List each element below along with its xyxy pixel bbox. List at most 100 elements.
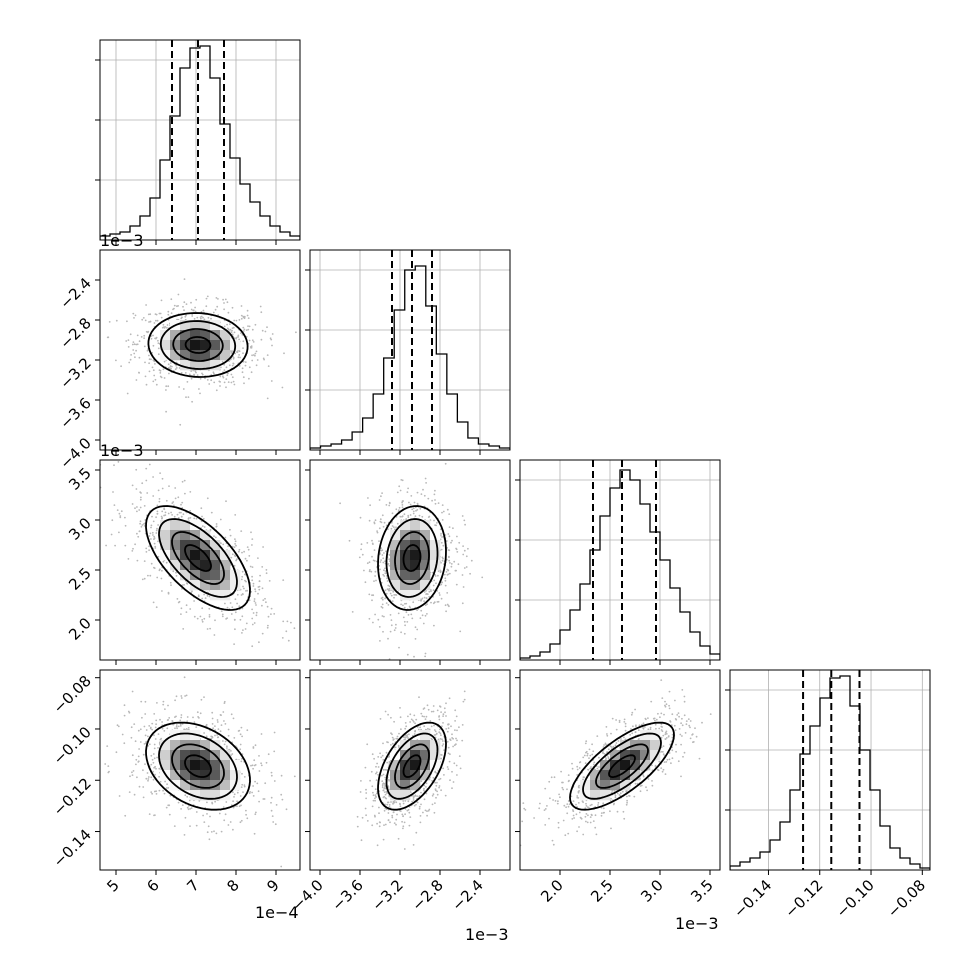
sample-point — [222, 806, 225, 808]
sample-point — [182, 513, 185, 516]
sample-point — [451, 737, 453, 739]
histogram-2 — [520, 469, 720, 660]
sample-point — [217, 314, 220, 316]
sample-point — [523, 807, 526, 810]
sample-point — [242, 326, 245, 329]
sample-point — [142, 769, 144, 772]
sample-point — [143, 345, 146, 348]
sample-point — [399, 515, 402, 518]
contour-level — [377, 721, 447, 811]
sample-point — [187, 396, 190, 398]
density-cell — [420, 770, 431, 781]
sample-point — [371, 785, 374, 788]
sample-point — [379, 640, 381, 642]
sample-point — [371, 555, 373, 558]
sample-point — [183, 309, 185, 312]
sample-point — [151, 515, 153, 518]
sample-point — [251, 764, 254, 767]
sample-point — [267, 624, 269, 627]
sample-point — [182, 388, 185, 390]
sample-point — [205, 735, 208, 738]
sample-point — [250, 531, 252, 534]
sample-point — [107, 765, 110, 767]
sample-point — [153, 814, 155, 817]
sample-point — [240, 594, 243, 596]
sample-point — [463, 549, 466, 552]
sample-point — [380, 495, 382, 498]
density-cell — [180, 330, 191, 341]
sample-point — [199, 615, 202, 618]
sample-point — [360, 548, 362, 551]
sample-point — [405, 611, 408, 614]
sample-point — [195, 811, 198, 813]
density-cell — [210, 570, 221, 581]
sample-point — [372, 799, 375, 802]
sample-point — [215, 523, 218, 525]
density-cell — [210, 330, 221, 341]
sample-point — [137, 729, 140, 732]
sample-point — [360, 780, 362, 782]
density-cell — [210, 360, 221, 371]
sample-point — [114, 544, 116, 547]
sample-point — [244, 361, 247, 363]
sample-point — [148, 354, 150, 357]
sample-point — [365, 814, 367, 817]
sample-point — [458, 541, 461, 544]
sample-point — [413, 501, 416, 504]
sample-point — [232, 800, 235, 803]
sample-point — [442, 544, 445, 547]
sample-point — [255, 614, 258, 617]
sample-point — [385, 504, 388, 506]
sample-point — [376, 822, 378, 825]
sample-point — [150, 754, 153, 757]
sample-point — [428, 595, 431, 598]
density-cell — [420, 540, 431, 551]
sample-point — [450, 541, 452, 544]
sample-point — [193, 600, 196, 602]
sample-point — [171, 514, 174, 516]
sample-point — [428, 590, 431, 593]
sample-point — [243, 587, 245, 590]
sample-point — [104, 763, 107, 765]
sample-point — [368, 570, 371, 573]
sample-point — [250, 371, 253, 374]
sample-point — [142, 753, 145, 756]
sample-point — [141, 524, 144, 526]
sample-point — [446, 730, 449, 733]
density-cell — [420, 580, 431, 591]
sample-point — [253, 598, 256, 600]
panel-frame — [99, 39, 301, 241]
sample-point — [356, 815, 359, 818]
sample-point — [420, 780, 423, 783]
sample-point — [423, 798, 426, 801]
sample-point — [184, 372, 187, 374]
density-cell — [170, 330, 181, 341]
sample-point — [252, 612, 255, 614]
y-tick-label: −0.08 — [50, 672, 95, 717]
sample-point — [206, 594, 209, 597]
sample-point — [384, 793, 387, 796]
contour-level — [402, 544, 422, 572]
density-cell — [170, 770, 181, 781]
sample-point — [441, 738, 443, 741]
sample-point — [219, 714, 222, 716]
sample-point — [450, 563, 453, 565]
sample-point — [467, 547, 469, 550]
sample-point — [662, 734, 665, 737]
sample-point — [119, 515, 122, 517]
sample-point — [160, 515, 163, 518]
sample-point — [154, 545, 157, 548]
sample-point — [235, 336, 238, 339]
sample-point — [390, 716, 392, 719]
density-cell — [200, 330, 211, 341]
sample-point — [441, 744, 444, 747]
sample-point — [383, 809, 386, 812]
sample-point — [439, 738, 442, 740]
sample-point — [405, 602, 408, 605]
sample-point — [173, 825, 176, 827]
sample-point — [234, 628, 236, 631]
sample-point — [413, 733, 416, 735]
sample-point — [227, 381, 230, 383]
sample-point — [383, 795, 386, 798]
sample-point — [131, 343, 134, 346]
